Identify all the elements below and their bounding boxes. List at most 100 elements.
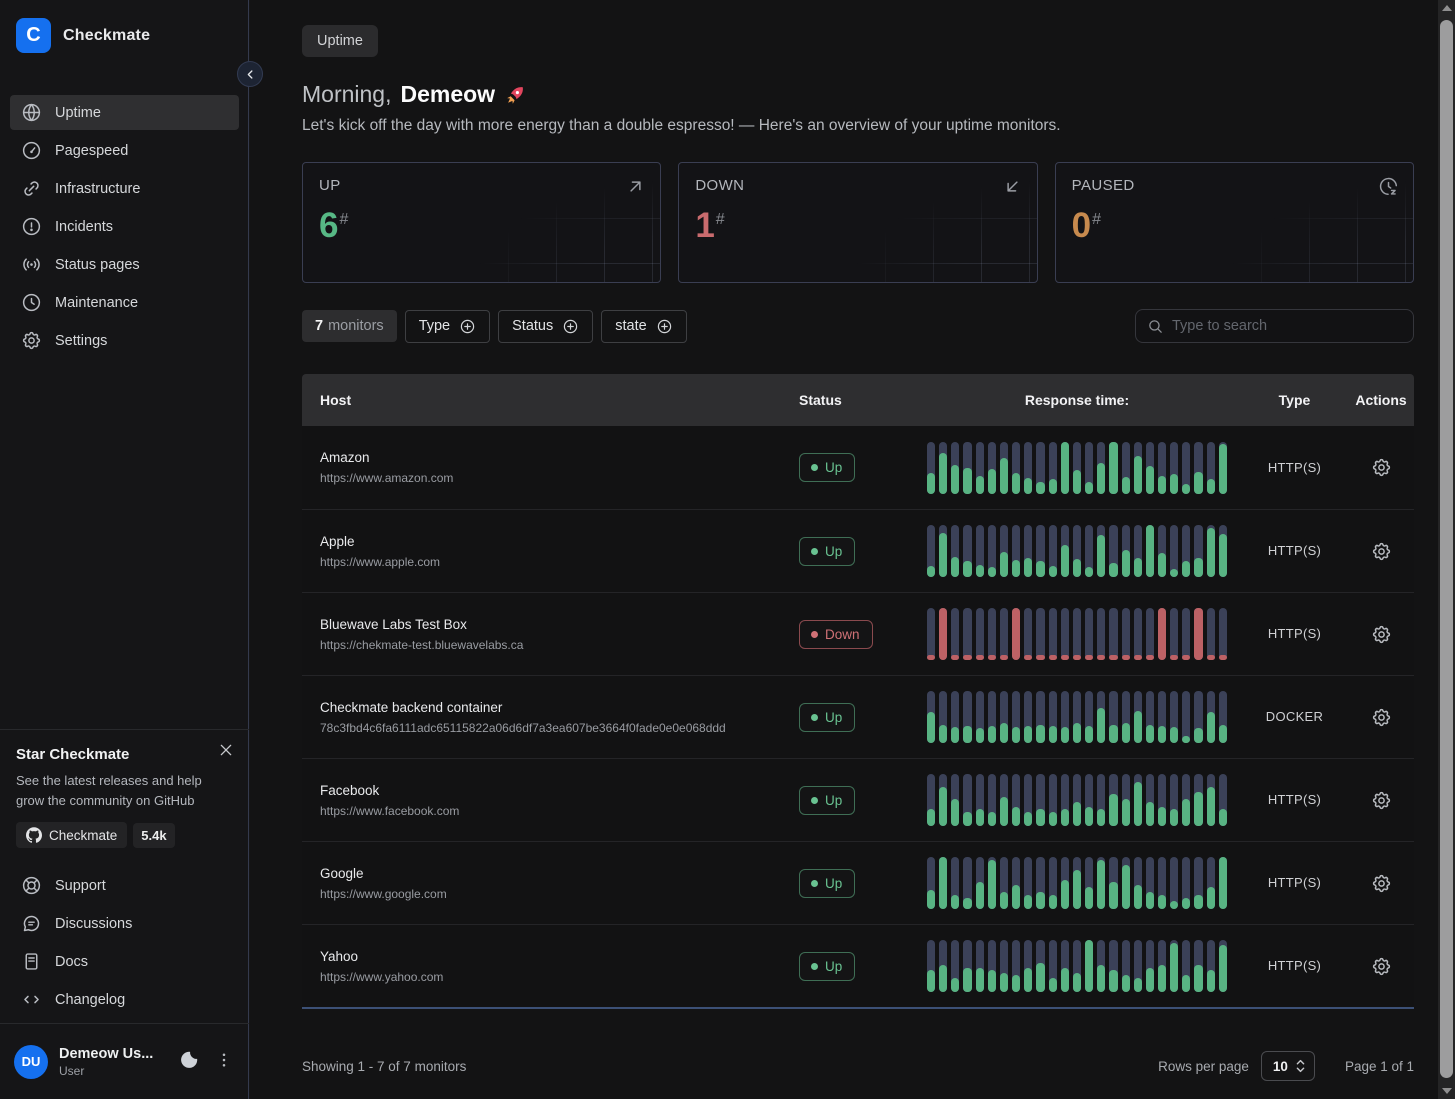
status-badge: Up	[799, 536, 856, 566]
host-cell: Google https://www.google.com	[302, 866, 777, 901]
scrollbar[interactable]	[1438, 0, 1455, 1099]
type-cell: HTTP(S)	[1242, 874, 1347, 892]
moon-icon[interactable]	[176, 1047, 202, 1076]
chart-bar	[1133, 774, 1142, 826]
response-time-chart	[927, 525, 1227, 577]
sidebar-collapse-button[interactable]	[237, 61, 263, 87]
chart-bar	[1157, 691, 1167, 743]
row-settings-gear-icon[interactable]	[1371, 790, 1392, 811]
chart-bar	[939, 940, 948, 992]
response-time-chart	[927, 441, 1227, 494]
link-icon	[21, 178, 42, 199]
sidebar-item-uptime[interactable]: Uptime	[10, 95, 239, 130]
row-settings-gear-icon[interactable]	[1371, 707, 1392, 728]
table-row[interactable]: Google https://www.google.com Up HTTP(S)	[302, 841, 1414, 924]
chart-bar	[1012, 774, 1021, 826]
page-indicator: Page 1 of 1	[1344, 1058, 1414, 1074]
sidebar-item-status-pages[interactable]: Status pages	[10, 247, 239, 282]
chart-bar	[987, 441, 996, 494]
chart-bar	[1194, 441, 1203, 494]
sidebar-item-docs[interactable]: Docs	[10, 944, 239, 979]
chart-bar	[987, 774, 996, 826]
host-cell: Amazon https://www.amazon.com	[302, 450, 777, 485]
close-icon[interactable]	[217, 742, 235, 760]
breadcrumb[interactable]: Uptime	[302, 25, 378, 57]
row-settings-gear-icon[interactable]	[1371, 624, 1392, 645]
chart-bar	[1085, 857, 1094, 909]
response-time-cell	[912, 774, 1242, 826]
sidebar-item-maintenance[interactable]: Maintenance	[10, 285, 239, 320]
row-settings-gear-icon[interactable]	[1371, 457, 1392, 478]
greeting-prefix: Morning,	[302, 81, 392, 107]
search-input[interactable]	[1172, 318, 1402, 334]
chart-bar	[1206, 940, 1215, 992]
chart-bar	[1157, 608, 1167, 660]
chart-bar	[951, 525, 960, 577]
sidebar-item-pagespeed[interactable]: Pagespeed	[10, 133, 239, 168]
table-row[interactable]: Bluewave Labs Test Box https://chekmate-t…	[302, 592, 1414, 675]
table-row[interactable]: Yahoo https://www.yahoo.com Up HTTP(S)	[302, 924, 1414, 1007]
rows-per-page-select[interactable]: 10	[1260, 1051, 1315, 1081]
chart-bar	[1097, 774, 1106, 826]
user-role: User	[59, 1063, 85, 1078]
chart-bar	[1109, 774, 1118, 826]
chart-bar	[1182, 857, 1191, 909]
row-settings-gear-icon[interactable]	[1371, 873, 1392, 894]
chart-bar	[1121, 691, 1130, 743]
sidebar-item-incidents[interactable]: Incidents	[10, 209, 239, 244]
row-settings-gear-icon[interactable]	[1371, 541, 1392, 562]
chart-bar	[1060, 691, 1069, 743]
table-row[interactable]: Checkmate backend container 78c3fbd4c6fa6…	[302, 675, 1414, 758]
stat-cards: UP 6# DOWN 1# PAUSED 0#	[302, 162, 1414, 283]
github-repo-button[interactable]: Checkmate	[16, 822, 128, 848]
host-name: Google	[320, 865, 364, 881]
actions-cell	[1347, 707, 1414, 728]
sidebar-item-changelog[interactable]: Changelog	[10, 982, 239, 1017]
brand-name: Checkmate	[63, 26, 151, 44]
host-name: Facebook	[320, 782, 380, 798]
host-url: 78c3fbd4c6fa6111adc65115822a06d6df7a3ea6…	[320, 720, 726, 735]
monitor-type: DOCKER	[1265, 709, 1324, 724]
filter-type-button[interactable]: Type	[404, 309, 491, 343]
scrollbar-up-arrow[interactable]	[1438, 0, 1455, 16]
filter-state-button[interactable]: state	[601, 309, 687, 343]
column-header-host: Host	[320, 392, 352, 408]
brand[interactable]: C Checkmate	[0, 0, 249, 63]
stat-label: UP	[319, 177, 341, 194]
scrollbar-thumb[interactable]	[1440, 20, 1453, 1078]
status-badge: Down	[799, 619, 873, 649]
chart-bar	[927, 608, 936, 660]
table-row[interactable]: Apple https://www.apple.com Up HTTP(S)	[302, 509, 1414, 592]
chart-bar	[1194, 691, 1203, 743]
chart-bar	[927, 940, 936, 992]
page-subtitle: Let's kick off the day with more energy …	[302, 117, 1061, 134]
avatar: DU	[14, 1044, 48, 1079]
sidebar-spacer	[0, 364, 249, 729]
chart-bar	[927, 857, 936, 909]
status-dot-icon	[811, 879, 818, 887]
status-badge: Up	[799, 951, 856, 981]
user-menu-kebab-icon[interactable]	[213, 1049, 235, 1074]
user-profile[interactable]: DU Demeow Us... User	[0, 1023, 249, 1099]
table-row[interactable]: Facebook https://www.facebook.com Up HTTP(S…	[302, 758, 1414, 841]
scrollbar-down-arrow[interactable]	[1438, 1083, 1455, 1099]
response-time-cell	[912, 525, 1242, 577]
chart-bar	[1182, 774, 1191, 826]
host-url: https://www.yahoo.com	[320, 969, 444, 984]
table-row[interactable]: Amazon https://www.amazon.com Up HTTP(S)	[302, 426, 1414, 509]
row-settings-gear-icon[interactable]	[1371, 956, 1392, 977]
chart-bar	[1218, 525, 1227, 577]
chart-bar	[1109, 608, 1118, 660]
chart-bar	[987, 857, 996, 909]
search-box[interactable]	[1135, 309, 1414, 343]
sidebar-item-settings[interactable]: Settings	[10, 323, 239, 358]
chart-bar	[975, 525, 984, 577]
star-count-badge[interactable]: 5.4k	[133, 822, 175, 848]
chart-bar	[1012, 857, 1021, 909]
sidebar-item-discussions[interactable]: Discussions	[10, 906, 239, 941]
sidebar-item-support[interactable]: Support	[10, 868, 239, 903]
filter-status-button[interactable]: Status	[498, 309, 594, 343]
type-cell: HTTP(S)	[1242, 625, 1347, 643]
sidebar-item-infrastructure[interactable]: Infrastructure	[10, 171, 239, 206]
chart-bar	[999, 774, 1009, 826]
